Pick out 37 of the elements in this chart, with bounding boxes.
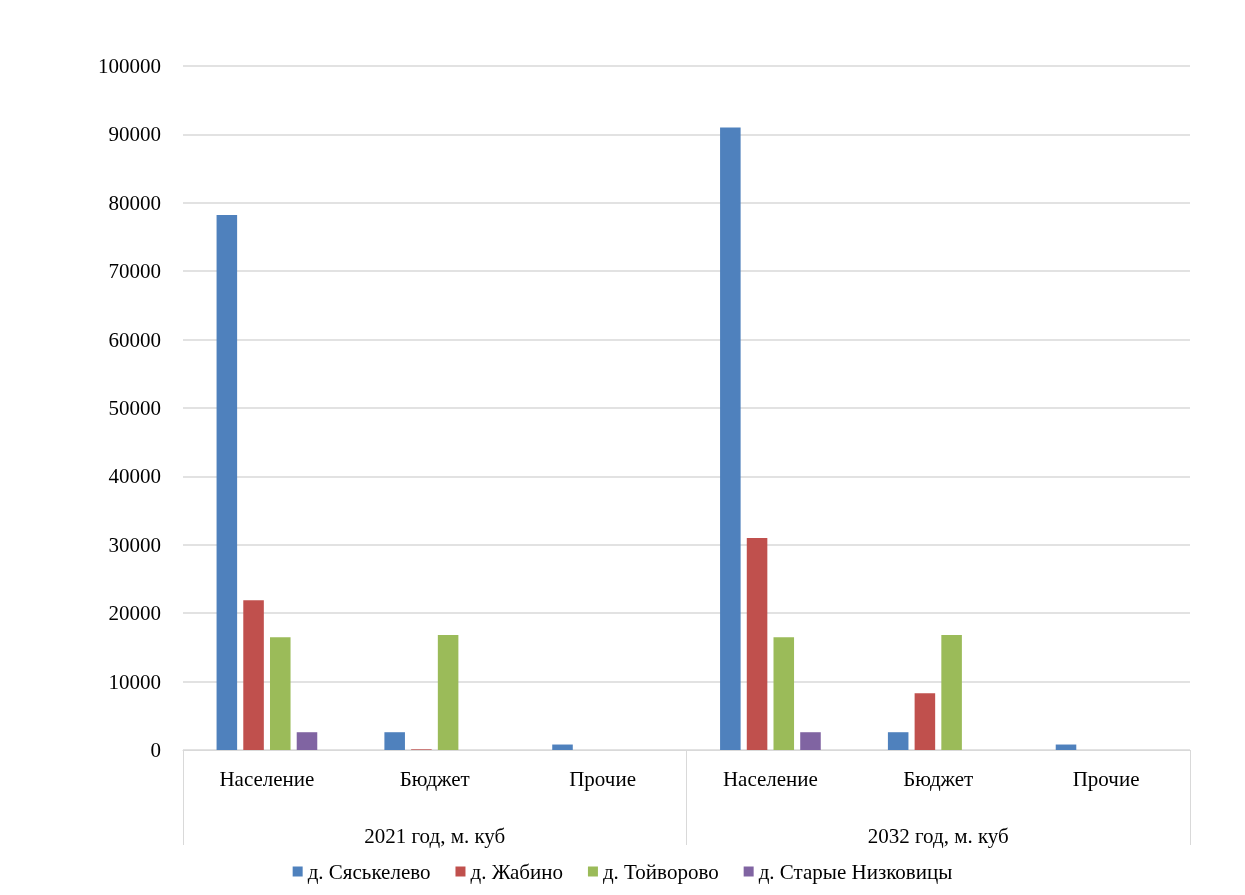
y-tick-label: 50000 <box>108 396 161 420</box>
bar <box>941 635 962 750</box>
y-tick-label: 20000 <box>108 601 161 626</box>
y-tick-label: 60000 <box>108 327 161 352</box>
bar <box>773 637 795 750</box>
bar <box>552 744 573 750</box>
legend-label: д. Сяськелево <box>307 859 431 884</box>
x-tick-label: Бюджет <box>399 766 470 791</box>
legend-label: д. Жабино <box>470 859 563 884</box>
y-tick-label: 0 <box>150 738 161 762</box>
x-tick-label: Прочие <box>569 766 636 791</box>
bar <box>720 127 741 750</box>
y-tick-label: 90000 <box>108 122 161 147</box>
x-tick-label: Население <box>722 766 818 791</box>
legend-label: д. Старые Низковицы <box>758 859 953 884</box>
y-tick-label: 100000 <box>98 54 161 78</box>
bar <box>914 693 936 750</box>
bar <box>437 635 459 750</box>
y-tick-label: 30000 <box>108 532 161 557</box>
bar <box>243 600 264 750</box>
x-tick-label: Население <box>219 766 315 791</box>
bar <box>216 215 238 750</box>
y-tick-label: 40000 <box>108 464 161 489</box>
bar <box>384 732 405 750</box>
x-tick-label: Прочие <box>1072 766 1140 791</box>
legend-label: д. Тойворово <box>602 859 719 884</box>
x-tick-label: Бюджет <box>903 766 974 791</box>
bar <box>800 732 821 750</box>
bar <box>270 637 291 750</box>
y-tick-label: 70000 <box>108 259 161 284</box>
bar <box>296 732 318 750</box>
bar <box>887 732 909 750</box>
bar <box>746 537 768 750</box>
text: 2032 год, м. куб <box>867 823 1009 848</box>
y-tick-label: 10000 <box>108 669 161 694</box>
y-tick-label: 80000 <box>108 190 161 215</box>
text: 2021 год, м. куб <box>364 823 506 848</box>
